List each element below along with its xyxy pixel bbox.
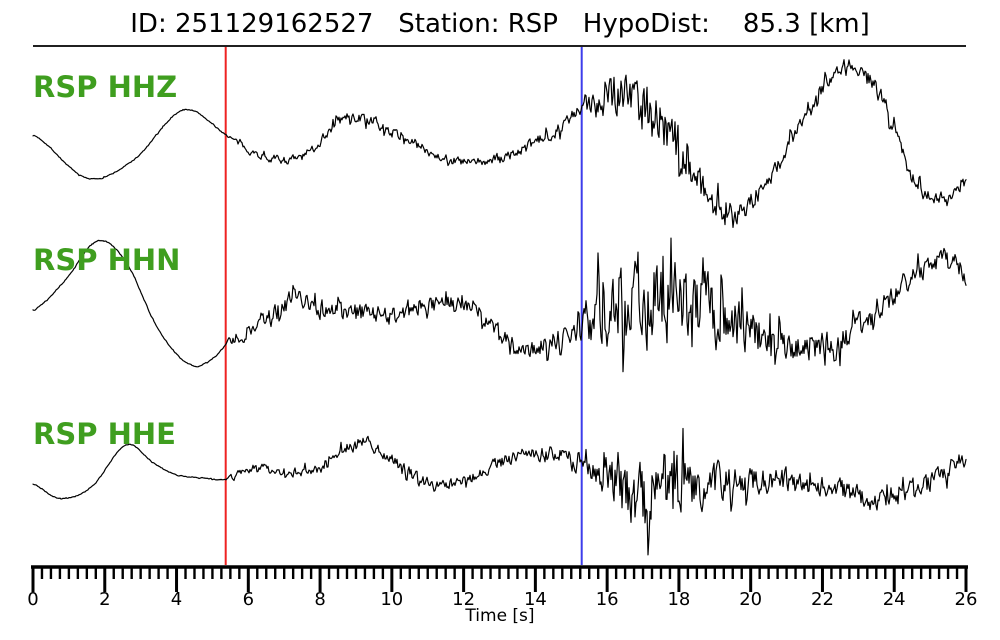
x-axis-title: Time [s] xyxy=(465,606,535,626)
x-tick-label: 16 xyxy=(596,589,619,610)
trace-label-hhe: RSP HHE xyxy=(33,417,176,451)
x-tick-label: 12 xyxy=(452,589,475,610)
x-tick-label: 8 xyxy=(314,589,325,610)
x-tick-label: 22 xyxy=(811,589,834,610)
x-tick-label: 20 xyxy=(739,589,762,610)
x-tick-label: 2 xyxy=(99,589,110,610)
trace-label-hhz: RSP HHZ xyxy=(33,70,178,104)
x-tick-label: 10 xyxy=(380,589,403,610)
waveform-trace-hhn xyxy=(32,237,967,373)
x-tick-label: 18 xyxy=(667,589,690,610)
x-tick-label: 26 xyxy=(955,589,978,610)
x-tick-label: 4 xyxy=(171,589,182,610)
x-tick-label: 0 xyxy=(27,589,38,610)
trace-label-hhn: RSP HHN xyxy=(33,243,181,277)
x-tick-label: 24 xyxy=(883,589,906,610)
figure-title: ID: 251129162527 Station: RSP HypoDist: … xyxy=(130,9,870,39)
waveform-trace-hhz xyxy=(32,59,967,228)
waveform-trace-hhe xyxy=(32,427,967,556)
x-tick-label: 6 xyxy=(243,589,254,610)
x-tick-label: 14 xyxy=(524,589,547,610)
